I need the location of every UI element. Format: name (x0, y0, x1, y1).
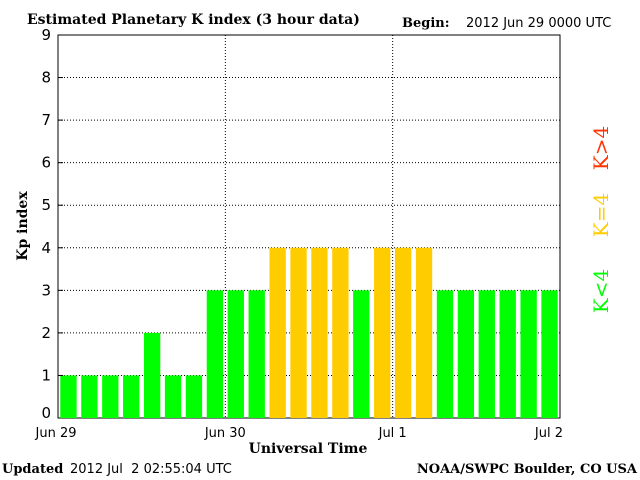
bar (311, 247, 328, 418)
bar (332, 247, 349, 418)
footer-source: NOAA/SWPC Boulder, CO USA (417, 462, 638, 477)
legend-mid: K=4 (589, 193, 613, 237)
updated-value: 2012 Jul 2 02:55:04 UTC (70, 462, 232, 477)
gridlines (58, 35, 560, 418)
bar (290, 247, 307, 418)
bar (164, 375, 182, 418)
x-tick-labels: Jun 29 Jun 30 Jul 1 Jul 2 (35, 426, 564, 441)
bar (185, 375, 203, 418)
x-tick-label: Jun 30 (204, 426, 246, 441)
x-axis-label: Universal Time (249, 441, 368, 457)
begin-label: Begin: (402, 16, 450, 31)
x-tick-label: Jul 2 (534, 426, 563, 441)
bar (143, 332, 161, 418)
bar (102, 375, 119, 418)
bars (60, 247, 558, 418)
bar (123, 375, 140, 418)
y-tick-labels: 0 1 2 3 4 5 6 7 8 9 (41, 26, 63, 422)
bar (541, 290, 558, 418)
y-tick-label: 8 (41, 69, 51, 87)
y-tick-label: 5 (41, 196, 51, 214)
y-tick-label: 0 (41, 404, 51, 422)
y-tick-label: 3 (41, 281, 51, 299)
bar (415, 247, 433, 418)
chart-title: Estimated Planetary K index (3 hour data… (27, 12, 360, 28)
bar (436, 290, 454, 418)
begin-value: 2012 Jun 29 0000 UTC (466, 16, 611, 31)
bar (394, 247, 412, 418)
bar (248, 290, 265, 418)
y-tick-label: 1 (41, 366, 51, 384)
x-tick-label: Jun 29 (35, 426, 77, 441)
updated-label: Updated (2, 462, 63, 477)
bar (81, 375, 98, 418)
y-tick-label: 6 (41, 154, 51, 172)
y-tick-label: 2 (41, 324, 51, 342)
y-tick-label: 7 (41, 111, 51, 129)
legend-low: K<4 (589, 269, 613, 313)
y-tick-label: 9 (41, 26, 51, 44)
bar (478, 290, 495, 418)
plot-frame (57, 34, 561, 419)
bar (227, 290, 244, 418)
y-axis-label: Kp index (15, 191, 31, 261)
x-tick-label: Jul 1 (378, 426, 407, 441)
updated-label-text: Updated (2, 462, 63, 477)
bar (60, 375, 77, 418)
bar (457, 290, 475, 418)
bar (353, 290, 370, 418)
legend-high: K>4 (589, 126, 613, 170)
bar (206, 290, 224, 418)
bar (374, 247, 391, 418)
bar (520, 290, 537, 418)
bar (269, 247, 286, 418)
bar (499, 290, 516, 418)
y-tick-label: 4 (41, 239, 51, 257)
